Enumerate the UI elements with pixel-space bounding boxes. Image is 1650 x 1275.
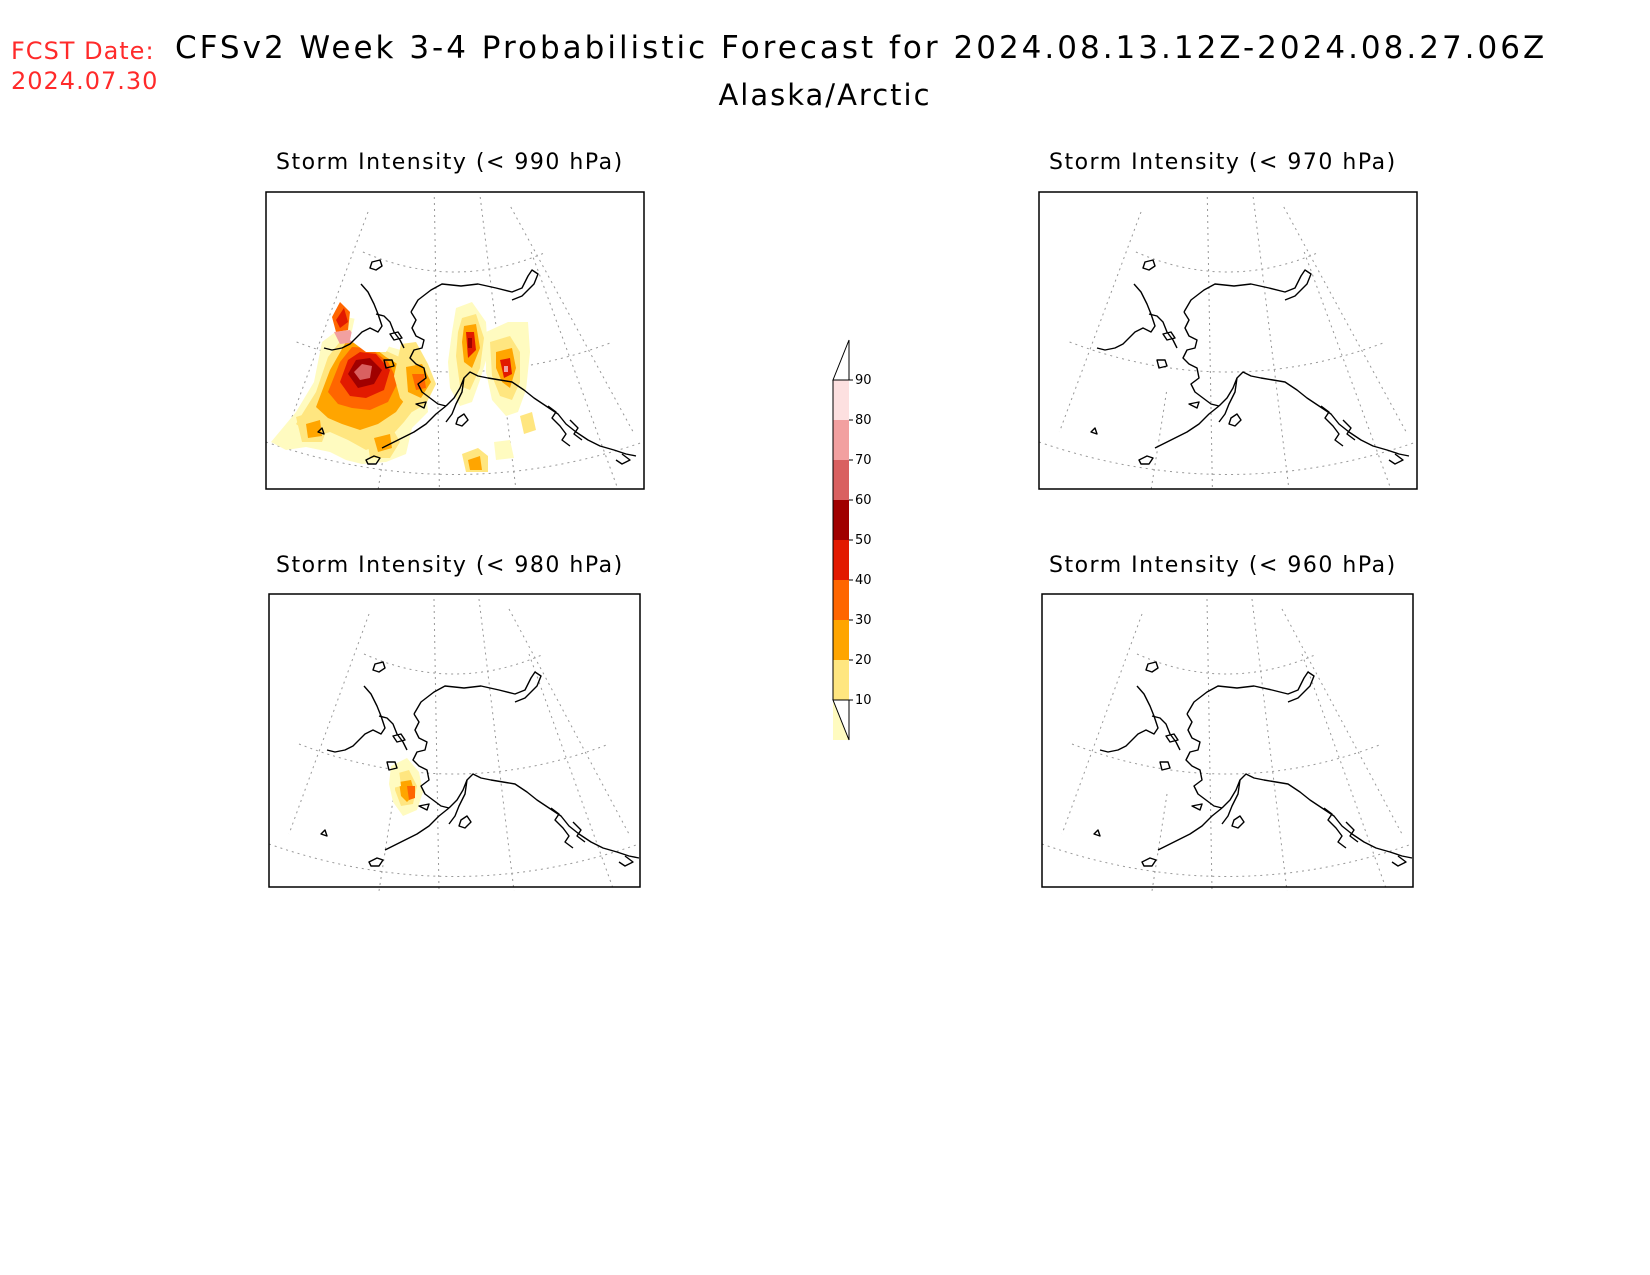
colorbar-label-50: 50 xyxy=(855,533,872,548)
panel-title-960: Storm Intensity (< 960 hPa) xyxy=(1049,553,1397,578)
probability-shading-990 xyxy=(271,302,536,472)
colorbar-swatch-3 xyxy=(833,580,849,620)
map-panel-990 xyxy=(265,191,645,490)
fcst-date-label: FCST Date: xyxy=(11,37,155,65)
fcst-date-value: 2024.07.30 xyxy=(11,67,159,95)
map-panel-960 xyxy=(1041,593,1414,892)
map-panel-980 xyxy=(268,593,641,892)
colorbar-swatch-1 xyxy=(833,660,849,700)
colorbar-swatch-2 xyxy=(833,620,849,660)
colorbar-top-tip xyxy=(832,339,850,381)
page-title: CFSv2 Week 3-4 Probabilistic Forecast fo… xyxy=(175,30,1548,66)
colorbar-label-90: 90 xyxy=(855,373,872,388)
panel-title-970: Storm Intensity (< 970 hPa) xyxy=(1049,150,1397,175)
colorbar-label-40: 40 xyxy=(855,573,872,588)
colorbar-swatch-6 xyxy=(833,460,849,500)
colorbar-swatch-4 xyxy=(833,540,849,580)
probability-shading-980 xyxy=(389,758,423,816)
colorbar-label-70: 70 xyxy=(855,453,872,468)
colorbar-label-80: 80 xyxy=(855,413,872,428)
fcst-date-block: FCST Date: 2024.07.30 xyxy=(11,36,158,96)
colorbar-bottom-tip xyxy=(832,699,850,741)
colorbar-label-60: 60 xyxy=(855,493,872,508)
panel-title-990: Storm Intensity (< 990 hPa) xyxy=(276,150,624,175)
colorbar-swatch-8 xyxy=(833,380,849,420)
region-subtitle: Alaska/Arctic xyxy=(718,78,932,112)
colorbar-label-30: 30 xyxy=(855,613,872,628)
panel-title-980: Storm Intensity (< 980 hPa) xyxy=(276,553,624,578)
colorbar-label-10: 10 xyxy=(855,693,872,708)
colorbar-swatch-5 xyxy=(833,500,849,540)
map-panel-970 xyxy=(1038,191,1418,490)
colorbar-swatch-7 xyxy=(833,420,849,460)
colorbar: 10 20 30 40 50 60 70 80 90 xyxy=(832,339,872,741)
colorbar-label-20: 20 xyxy=(855,653,872,668)
